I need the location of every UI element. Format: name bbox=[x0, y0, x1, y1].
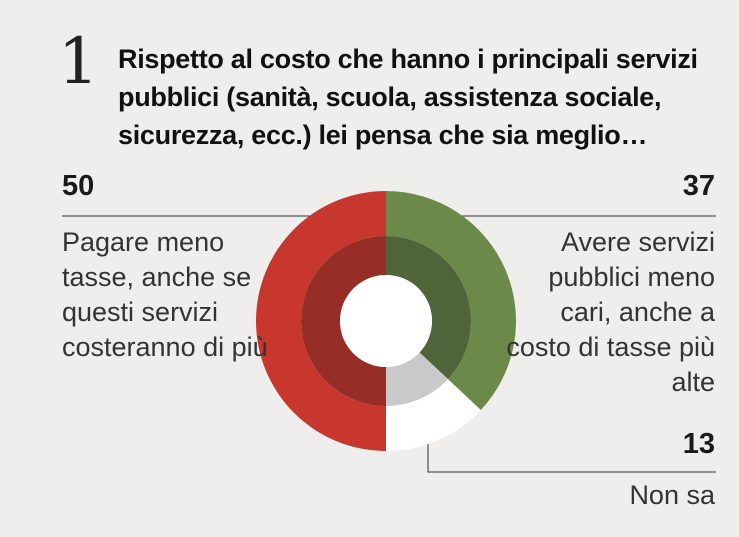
value-label-avere: 37 bbox=[682, 170, 715, 202]
slice-inner-avere bbox=[386, 236, 472, 380]
leader-line-non-sa bbox=[427, 430, 716, 473]
legend-label-non-sa: Non sa bbox=[629, 480, 715, 510]
value-label-non-sa: 13 bbox=[682, 428, 715, 460]
slice-avere bbox=[386, 191, 516, 410]
value-label-pagare: 50 bbox=[62, 170, 95, 202]
legend-label-avere: Avere servizi pubblici meno cari, anche … bbox=[506, 227, 715, 397]
slice-pagare bbox=[256, 191, 386, 451]
question-number: 1 bbox=[58, 25, 99, 99]
donut-hole bbox=[340, 275, 432, 367]
legend-label-pagare: Pagare meno tasse, anche se questi servi… bbox=[62, 227, 268, 362]
question-title: Rispetto al costo che hanno i principali… bbox=[118, 44, 698, 150]
slice-inner-pagare bbox=[301, 236, 386, 406]
slice-non-sa bbox=[386, 379, 481, 452]
slice-inner-non-sa bbox=[386, 352, 448, 406]
